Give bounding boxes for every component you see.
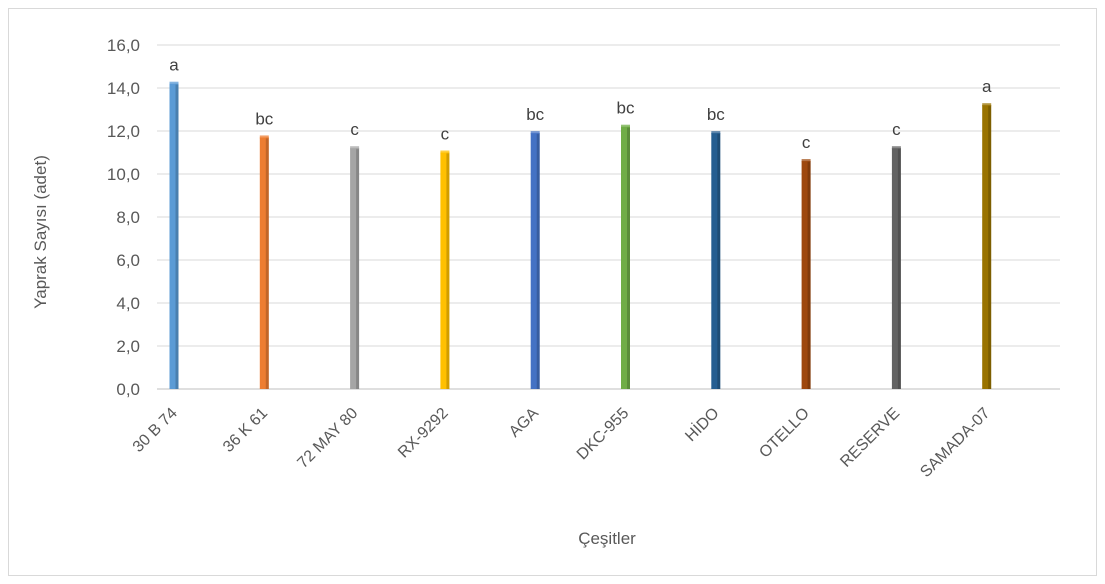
significance-labels: a bc c c bc bc bc c c a bbox=[169, 56, 992, 152]
bar-face bbox=[440, 152, 450, 389]
bar-shade bbox=[446, 152, 450, 389]
bar bbox=[440, 150, 450, 389]
bar-shade bbox=[356, 148, 360, 389]
significance-letter: c bbox=[892, 120, 901, 139]
bar-cap bbox=[891, 146, 901, 150]
bar bbox=[169, 81, 179, 389]
y-axis-title: Yaprak Sayısı (adet) bbox=[31, 155, 50, 309]
bar-cap bbox=[169, 81, 179, 85]
chart-frame bbox=[8, 8, 1097, 576]
bar-face bbox=[169, 83, 179, 389]
x-tick-label: RX-9292 bbox=[395, 405, 452, 462]
bar-cap bbox=[621, 124, 630, 128]
bar-cap bbox=[350, 146, 360, 150]
bar-cap bbox=[440, 150, 450, 154]
significance-letter: bc bbox=[617, 99, 635, 118]
bar bbox=[711, 131, 721, 389]
x-tick-label: RESERVE bbox=[837, 405, 903, 471]
y-tick-label: 12,0 bbox=[107, 122, 140, 141]
y-tick-label: 2,0 bbox=[116, 337, 140, 356]
bar-cap bbox=[711, 131, 721, 135]
significance-letter: c bbox=[802, 133, 811, 152]
significance-letter: a bbox=[169, 56, 179, 75]
bar-face bbox=[982, 105, 992, 389]
y-tick-label: 4,0 bbox=[116, 294, 140, 313]
y-tick-label: 0,0 bbox=[116, 380, 140, 399]
significance-letter: bc bbox=[707, 105, 725, 124]
bar-shade bbox=[717, 133, 721, 389]
x-tick-label: HİDO bbox=[681, 403, 723, 445]
x-tick-label: AGA bbox=[506, 405, 542, 441]
x-tick-label: SAMADA-07 bbox=[917, 405, 993, 481]
x-tick-label: 72 MAY 80 bbox=[294, 405, 361, 472]
bar bbox=[621, 124, 630, 389]
bar-face bbox=[711, 133, 721, 389]
y-tick-labels: 0,0 2,0 4,0 6,0 8,0 10,0 12,0 14,0 16,0 bbox=[107, 36, 140, 399]
bar-shade bbox=[265, 137, 269, 389]
bar-cap bbox=[259, 135, 269, 139]
bar bbox=[530, 131, 540, 389]
bar-shade bbox=[627, 126, 630, 389]
bar bbox=[801, 159, 811, 389]
x-tick-label: OTELLO bbox=[756, 405, 813, 462]
bar-face bbox=[350, 148, 360, 389]
bar-shade bbox=[897, 148, 901, 389]
bar bbox=[982, 103, 992, 389]
significance-letter: c bbox=[350, 120, 359, 139]
bar-cap bbox=[801, 159, 811, 163]
significance-letter: bc bbox=[255, 109, 273, 128]
bar-face bbox=[891, 148, 901, 389]
bar bbox=[891, 146, 901, 389]
bar-cap bbox=[530, 131, 540, 135]
y-tick-label: 10,0 bbox=[107, 165, 140, 184]
bar-shade bbox=[175, 83, 179, 389]
significance-letter: bc bbox=[526, 105, 544, 124]
y-tick-label: 16,0 bbox=[107, 36, 140, 55]
bar bbox=[259, 135, 269, 389]
y-tick-label: 8,0 bbox=[116, 208, 140, 227]
gridlines bbox=[157, 44, 1060, 390]
bars bbox=[169, 81, 992, 389]
y-tick-label: 14,0 bbox=[107, 79, 140, 98]
x-tick-labels: 30 B 74 36 K 61 72 MAY 80 RX-9292 AGA DKC-955… bbox=[130, 403, 994, 481]
bar-cap bbox=[982, 103, 992, 107]
x-tick-label: 36 K 61 bbox=[220, 405, 271, 456]
significance-letter: a bbox=[982, 77, 992, 96]
x-axis-title: Çeşitler bbox=[578, 529, 636, 548]
x-tick-label: 30 B 74 bbox=[130, 405, 181, 456]
bar-face bbox=[259, 137, 269, 389]
bar-shade bbox=[988, 105, 992, 389]
bar-shade bbox=[536, 133, 540, 389]
bar-face bbox=[801, 161, 811, 389]
significance-letter: c bbox=[441, 125, 450, 144]
bar-shade bbox=[807, 161, 811, 389]
bar-face bbox=[530, 133, 540, 389]
bar bbox=[350, 146, 360, 389]
y-tick-label: 6,0 bbox=[116, 251, 140, 270]
bar-face bbox=[621, 126, 630, 389]
x-tick-label: DKC-955 bbox=[574, 405, 633, 464]
